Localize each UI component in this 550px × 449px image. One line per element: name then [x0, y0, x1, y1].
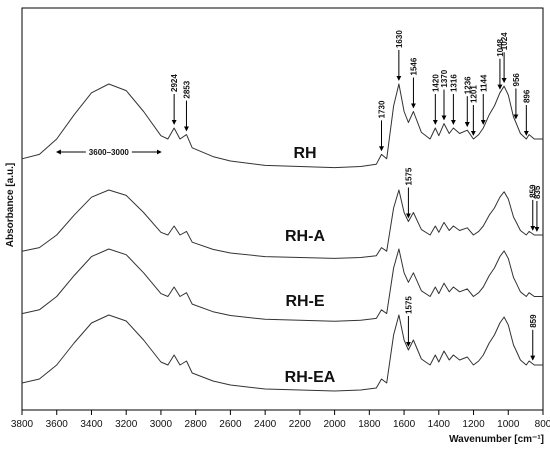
- x-tick-label-1000: 1000: [497, 419, 520, 430]
- series-line-rh-a: [21, 189, 543, 259]
- series-line-rh-ea: [21, 314, 543, 392]
- peak-annotation-rh-a-859: 859: [529, 184, 538, 231]
- peak-label: 1370: [440, 69, 449, 87]
- series-label-rh-ea: RH-EA: [285, 369, 336, 386]
- x-tick-label-2000: 2000: [323, 419, 346, 430]
- x-tick-label-3400: 3400: [80, 419, 103, 430]
- peak-label: 896: [522, 89, 531, 103]
- x-axis: 3800 3600 3400 3200 3000 2800 2600 2400 2200 2000…: [11, 410, 550, 430]
- x-tick-label-2600: 2600: [219, 419, 242, 430]
- x-tick-label-3200: 3200: [115, 419, 138, 430]
- peak-annotation-rh-a-835: 835: [533, 185, 542, 232]
- y-axis-title: Absorbance [a.u.]: [5, 163, 16, 247]
- peak-label: 1575: [404, 296, 413, 314]
- peak-annotation-rh-1024: 1024: [500, 32, 509, 84]
- peak-label: 1546: [409, 57, 418, 75]
- peak-annotation-rh-896: 896: [522, 89, 531, 136]
- peak-label: 2853: [182, 80, 191, 98]
- peak-label: 1144: [479, 74, 488, 92]
- peak-annotation-rh-1630: 1630: [395, 30, 404, 81]
- peak-label: 1730: [377, 100, 386, 118]
- plot-frame: [21, 7, 544, 411]
- peak-label: 1630: [395, 30, 404, 48]
- series-label-rh-e: RH-E: [285, 293, 324, 310]
- peak-annotation-rh-1546: 1546: [409, 57, 418, 109]
- x-axis-title: Wavenumber [cm⁻¹]: [449, 434, 544, 445]
- x-tick-label-2200: 2200: [289, 419, 312, 430]
- peak-label: 1201: [469, 85, 478, 103]
- series-label-rh: RH: [293, 145, 316, 162]
- peak-label: 859: [529, 314, 538, 328]
- peak-annotations: 3600–3000 2924 2853 1730 1630 1546 1420 1370 131…: [55, 30, 542, 361]
- peak-label: 835: [533, 185, 542, 199]
- peak-annotation-rh-a-1575: 1575: [404, 167, 413, 219]
- peak-annotation-rh-1370: 1370: [440, 69, 449, 121]
- peak-label: 1048: [496, 38, 505, 56]
- range-label: 3600–3000: [89, 148, 130, 157]
- peak-label: 1420: [431, 74, 440, 92]
- peak-label: 1236: [463, 76, 472, 94]
- spectra: RH RH-A RH-E RH-EA: [21, 83, 543, 392]
- peak-label: 859: [529, 184, 538, 198]
- peak-annotation-rh-2853: 2853: [182, 80, 191, 132]
- peak-annotation-rh-ea-1575: 1575: [404, 296, 413, 347]
- x-tick-label-3000: 3000: [150, 419, 173, 430]
- peak-annotation-rh-1201: 1201: [469, 85, 478, 136]
- peak-annotation-rh-1048: 1048: [496, 38, 505, 90]
- peak-annotation-rh-1420: 1420: [431, 74, 440, 125]
- range-label-bg: [85, 146, 132, 157]
- x-tick-label-1800: 1800: [358, 419, 381, 430]
- peak-label: 2924: [170, 74, 179, 92]
- peak-annotation-rh-1730: 1730: [377, 100, 386, 152]
- peak-annotation-rh-2924: 2924: [170, 74, 179, 125]
- x-tick-label-3800: 3800: [11, 419, 34, 430]
- x-tick-label-800: 800: [535, 419, 550, 430]
- x-tick-label-1400: 1400: [428, 419, 451, 430]
- peak-annotation-rh-ea-859: 859: [529, 314, 538, 361]
- peak-annotation-rh-1144: 1144: [479, 74, 488, 125]
- peak-annotation-rh-1316: 1316: [449, 74, 458, 125]
- peak-label: 1575: [404, 167, 413, 185]
- peak-label: 956: [512, 73, 521, 87]
- peak-annotation-rh-1236: 1236: [463, 76, 472, 128]
- plot-area: [21, 7, 544, 411]
- x-tick-label-2400: 2400: [254, 419, 277, 430]
- x-tick-label-1200: 1200: [462, 419, 485, 430]
- x-tick-label-1600: 1600: [393, 419, 416, 430]
- peak-annotation-rh-956: 956: [512, 73, 521, 120]
- x-tick-label-2800: 2800: [185, 419, 208, 430]
- peak-label: 1316: [449, 74, 458, 92]
- series-line-rh-e: [21, 248, 543, 322]
- x-tick-label-3600: 3600: [46, 419, 69, 430]
- peak-label: 1024: [500, 32, 509, 50]
- series-label-rh-a: RH-A: [285, 228, 325, 245]
